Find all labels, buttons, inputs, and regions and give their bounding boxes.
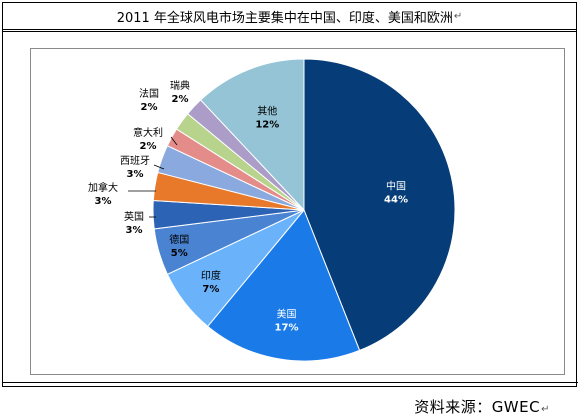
slice-label-value-0: 44% [384, 195, 408, 206]
slice-label-value-4: 3% [126, 225, 143, 236]
slice-label-value-1: 17% [275, 322, 299, 333]
bottom-rule [3, 382, 578, 383]
slice-label-value-2: 7% [202, 284, 219, 295]
slice-label-name-1: 美国 [277, 307, 297, 320]
title-bar: 2011 年全球风电市场主要集中在中国、印度、美国和欧洲 ↵ [3, 3, 576, 32]
slice-label-name-10: 其他 [257, 104, 277, 117]
slice-label-name-4: 英国 [124, 210, 144, 223]
slice-label-name-9: 瑞典 [170, 79, 190, 92]
pie-slice-1 [207, 209, 361, 362]
leader-line-7 [170, 136, 178, 146]
slice-label-value-8: 2% [141, 102, 158, 113]
document-frame: 2011 年全球风电市场主要集中在中国、印度、美国和欧洲 ↵ 中国 44% 美国 17%… [2, 2, 578, 387]
slice-label-name-8: 法国 [139, 87, 159, 100]
slice-label-value-9: 2% [172, 94, 189, 105]
chart-title: 2011 年全球风电市场主要集中在中国、印度、美国和欧洲 [116, 10, 453, 26]
slice-label-name-3: 德国 [169, 233, 189, 246]
paragraph-mark-icon: ↵ [453, 10, 463, 22]
slice-label-value-3: 5% [171, 248, 188, 259]
pie-slice-0 [303, 58, 456, 352]
slice-label-name-6: 西班牙 [120, 155, 150, 167]
slice-label-value-7: 2% [140, 141, 157, 152]
slice-label-value-10: 12% [255, 119, 279, 130]
slice-label-name-2: 印度 [201, 269, 221, 282]
chart-panel: 中国 44% 美国 17% 印度 7% 德国 5% 英国 3% 加拿大 3% 西班牙 3% 意大利 2% 法国 2… [30, 48, 565, 375]
slice-label-value-5: 3% [95, 196, 112, 207]
slice-label-value-6: 3% [127, 169, 144, 180]
pie-slice-10 [199, 58, 305, 212]
slice-label-name-0: 中国 [386, 180, 406, 193]
source-text: 资料来源：GWEC [414, 398, 541, 416]
paragraph-mark-icon: ↵ [541, 404, 550, 415]
pie-chart: 中国 44% 美国 17% 印度 7% 德国 5% 英国 3% 加拿大 3% 西班牙 3% 意大利 2% 法国 2… [88, 58, 456, 362]
source-caption: 资料来源：GWEC↵ [414, 396, 550, 417]
slice-label-name-5: 加拿大 [88, 181, 118, 194]
leader-line-6 [153, 164, 165, 170]
slice-label-name-7: 意大利 [133, 126, 163, 139]
